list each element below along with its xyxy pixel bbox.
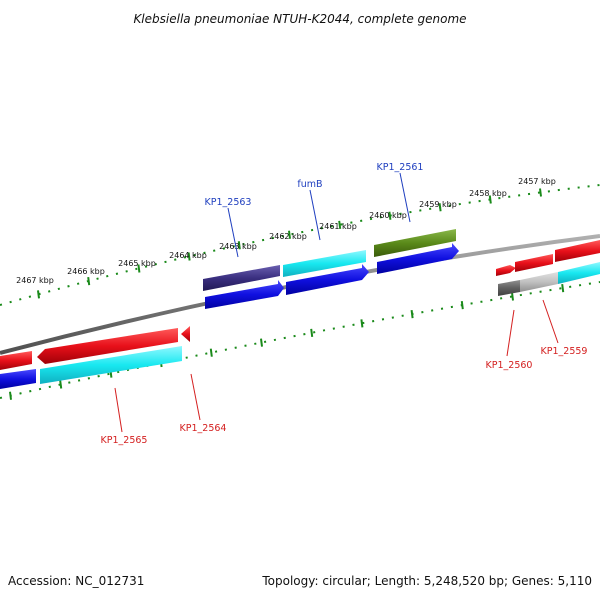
major-tick-2460: [388, 211, 392, 220]
major-tick-2462: [288, 230, 291, 239]
gene-fumb[interactable]: [283, 250, 366, 277]
gene-left-blue-edge[interactable]: [0, 369, 36, 389]
label-leaders: [114, 172, 559, 433]
upper-cds-row: [205, 243, 459, 309]
tick-label-2458: 2458 kbp: [469, 189, 507, 198]
gene-kp1-2563[interactable]: [203, 265, 280, 291]
tick-label-2465: 2465 kbp: [118, 259, 156, 268]
leader-kp1-2559: [542, 299, 559, 344]
major-tick-2458: [488, 195, 492, 204]
inner-major-tick: [561, 284, 565, 293]
major-tick-2461: [338, 220, 342, 229]
tick-label-2461: 2461 kbp: [319, 222, 357, 231]
inner-major-tick: [209, 348, 213, 357]
major-tick-2467: [37, 290, 40, 299]
leader-fumb: [309, 189, 321, 241]
inner-tick-ring: [0, 281, 600, 399]
cds-kp1-2561[interactable]: [377, 243, 459, 274]
gene-right-red-2[interactable]: [555, 240, 600, 262]
inner-major-tick: [59, 380, 63, 389]
inner-major-tick: [360, 319, 364, 328]
map-title: Klebsiella pneumoniae NTUH-K2044, comple…: [133, 12, 466, 26]
genome-summary-text: Topology: circular; Length: 5,248,520 bp…: [261, 574, 592, 588]
tick-label-2457: 2457 kbp: [518, 177, 556, 186]
label-kp1-2560[interactable]: KP1_2560: [486, 360, 533, 371]
tick-label-2462: 2462 kbp: [269, 232, 307, 241]
leader-kp1-2565: [114, 387, 123, 433]
inner-major-tick: [511, 292, 514, 301]
gene-kp1-2564[interactable]: [181, 326, 190, 342]
gene-kp1-2565[interactable]: [40, 346, 182, 384]
left-lower-genes: [0, 326, 190, 389]
accession-text: Accession: NC_012731: [8, 574, 144, 588]
tick-label-2463: 2463 kbp: [219, 242, 257, 251]
tick-label-2466: 2466 kbp: [67, 267, 105, 276]
label-kp1-2561[interactable]: KP1_2561: [377, 162, 424, 173]
gene-kp1-2559[interactable]: [520, 272, 558, 292]
gene-right-red-small[interactable]: [496, 265, 516, 276]
label-fumb[interactable]: fumB: [297, 179, 322, 190]
label-kp1-2565[interactable]: KP1_2565: [101, 435, 148, 446]
tick-labels: 2467 kbp 2466 kbp 2465 kbp 2464 kbp 2463…: [16, 177, 556, 285]
inner-major-tick: [260, 338, 263, 347]
cds-kp1-2563[interactable]: [205, 280, 284, 309]
major-tick-2466: [87, 276, 91, 286]
tick-label-2464: 2464 kbp: [169, 251, 207, 260]
gene-labels: KP1_2563 fumB KP1_2561 KP1_2565 KP1_2564…: [101, 162, 588, 446]
leader-kp1-2563: [227, 207, 239, 258]
major-tick-marks: [9, 188, 565, 400]
inner-major-tick: [310, 328, 314, 337]
inner-major-tick: [9, 391, 12, 400]
major-tick-2463: [237, 241, 241, 250]
major-tick-2465: [137, 264, 141, 273]
gene-kp1-2565-red[interactable]: [37, 328, 178, 364]
major-tick-2457: [539, 188, 542, 197]
right-upper-genes: [496, 240, 600, 296]
tick-label-2467: 2467 kbp: [16, 276, 54, 285]
gene-kp1-2560[interactable]: [498, 280, 520, 296]
label-kp1-2564[interactable]: KP1_2564: [180, 423, 227, 434]
major-tick-2464: [187, 252, 191, 261]
leader-kp1-2564: [190, 373, 201, 421]
major-tick-2459: [438, 203, 442, 212]
gene-right-cyan[interactable]: [558, 262, 600, 284]
gene-kp1-2561[interactable]: [374, 229, 456, 257]
gene-left-red-edge[interactable]: [0, 351, 32, 370]
tick-label-2460: 2460 kbp: [369, 211, 407, 220]
cds-fumb[interactable]: [286, 264, 369, 295]
inner-major-tick: [460, 301, 464, 310]
label-kp1-2563[interactable]: KP1_2563: [205, 197, 252, 208]
tick-label-2459: 2459 kbp: [419, 200, 457, 209]
leader-kp1-2561: [399, 172, 411, 223]
label-kp1-2559[interactable]: KP1_2559: [541, 346, 588, 357]
upper-feature-row: [203, 229, 456, 291]
gene-right-red-1[interactable]: [515, 254, 553, 272]
inner-major-tick: [410, 309, 414, 319]
leader-kp1-2560: [506, 309, 515, 357]
